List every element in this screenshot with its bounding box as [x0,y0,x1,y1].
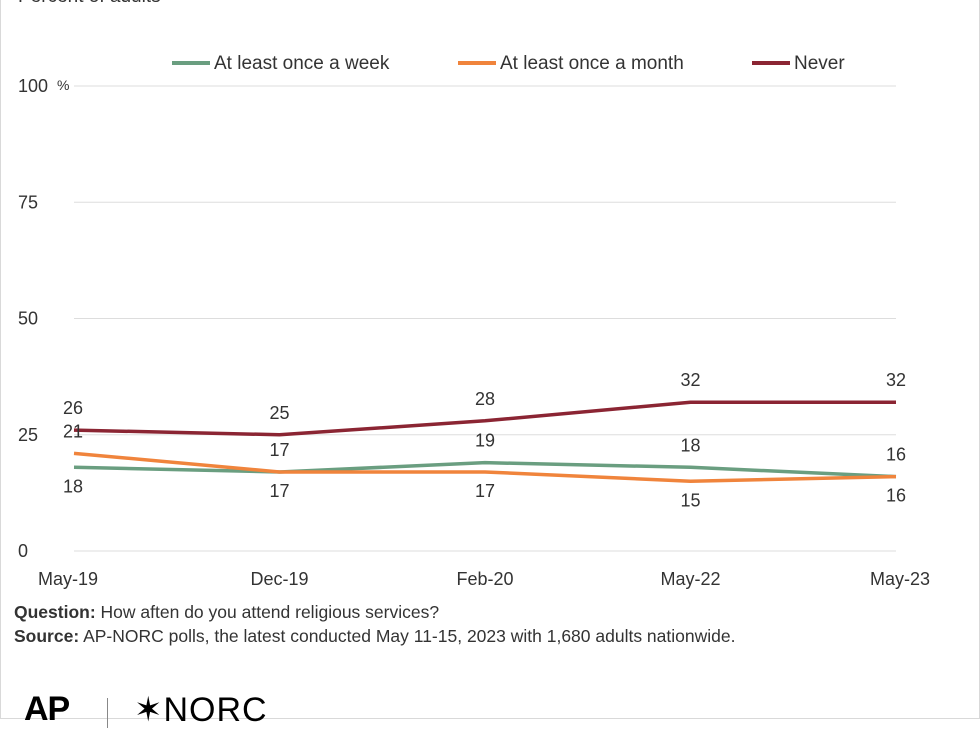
data-label: 26 [63,398,83,418]
data-label: 21 [63,421,83,441]
data-label: 18 [63,476,83,496]
logo-separator [107,698,108,728]
y-tick-label: 100 [18,76,48,96]
x-tick-label: Dec-19 [250,569,308,589]
data-label: 17 [475,481,495,501]
data-label: 28 [475,389,495,409]
y-tick-unit: % [57,77,69,93]
x-tick-label: May-19 [38,569,98,589]
line-chart: 0 25 50 75 100% May-19 Dec-19 Feb-20 May-22 May-… [18,53,930,589]
y-tick-label: 50 [18,309,38,329]
source-label: Source: [14,626,80,646]
question-line: Question: How aften do you attend religi… [14,600,735,624]
x-tick-label: May-22 [660,569,720,589]
norc-logo: ✶NORC [134,691,268,729]
y-tick-label: 25 [18,425,38,445]
y-tick-label: 75 [18,192,38,212]
x-tick-label: May-23 [870,569,930,589]
series-line [73,460,897,479]
data-label: 19 [475,431,495,451]
source-text: AP-NORC polls, the latest conducted May … [83,626,736,646]
chart-notes: Question: How aften do you attend religi… [14,600,735,648]
legend-label: At least once a month [500,53,684,74]
y-tick-label: 0 [18,541,28,561]
data-label: 15 [680,490,700,510]
ap-logo: AP [24,690,70,728]
question-text: How aften do you attend religious servic… [100,602,440,622]
series-line [73,400,896,437]
chart-subtitle: Percent of adults [18,0,161,8]
x-tick-label: Feb-20 [456,569,513,589]
data-label: 32 [680,370,700,390]
legend-label: At least once a week [214,53,390,74]
data-label: 17 [269,440,289,460]
data-label: 18 [680,435,700,455]
data-label: 25 [269,403,289,423]
data-label: 16 [886,486,906,506]
series-line [73,451,897,483]
question-label: Question: [14,602,96,622]
data-label: 17 [269,481,289,501]
source-line: Source: AP-NORC polls, the latest conduc… [14,624,735,648]
data-label: 16 [886,445,906,465]
legend-label: Never [794,53,845,74]
data-label: 32 [886,370,906,390]
